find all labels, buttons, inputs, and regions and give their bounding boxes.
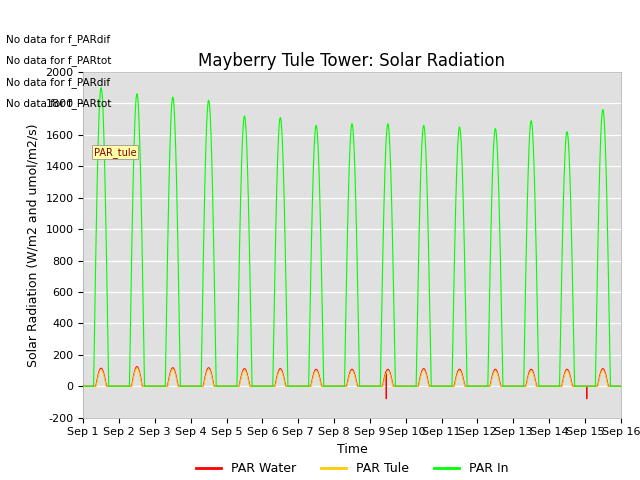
- Title: Mayberry Tule Tower: Solar Radiation: Mayberry Tule Tower: Solar Radiation: [198, 52, 506, 71]
- Text: No data for f_PARdif: No data for f_PARdif: [6, 34, 111, 45]
- Text: No data for f_PARtot: No data for f_PARtot: [6, 55, 112, 66]
- Text: No data for f_PARdif: No data for f_PARdif: [6, 77, 111, 88]
- Y-axis label: Solar Radiation (W/m2 and umol/m2/s): Solar Radiation (W/m2 and umol/m2/s): [27, 123, 40, 367]
- X-axis label: Time: Time: [337, 443, 367, 456]
- Legend: PAR Water, PAR Tule, PAR In: PAR Water, PAR Tule, PAR In: [191, 457, 513, 480]
- Text: No data for f_PARtot: No data for f_PARtot: [6, 98, 112, 109]
- Text: PAR_tule: PAR_tule: [94, 147, 136, 158]
